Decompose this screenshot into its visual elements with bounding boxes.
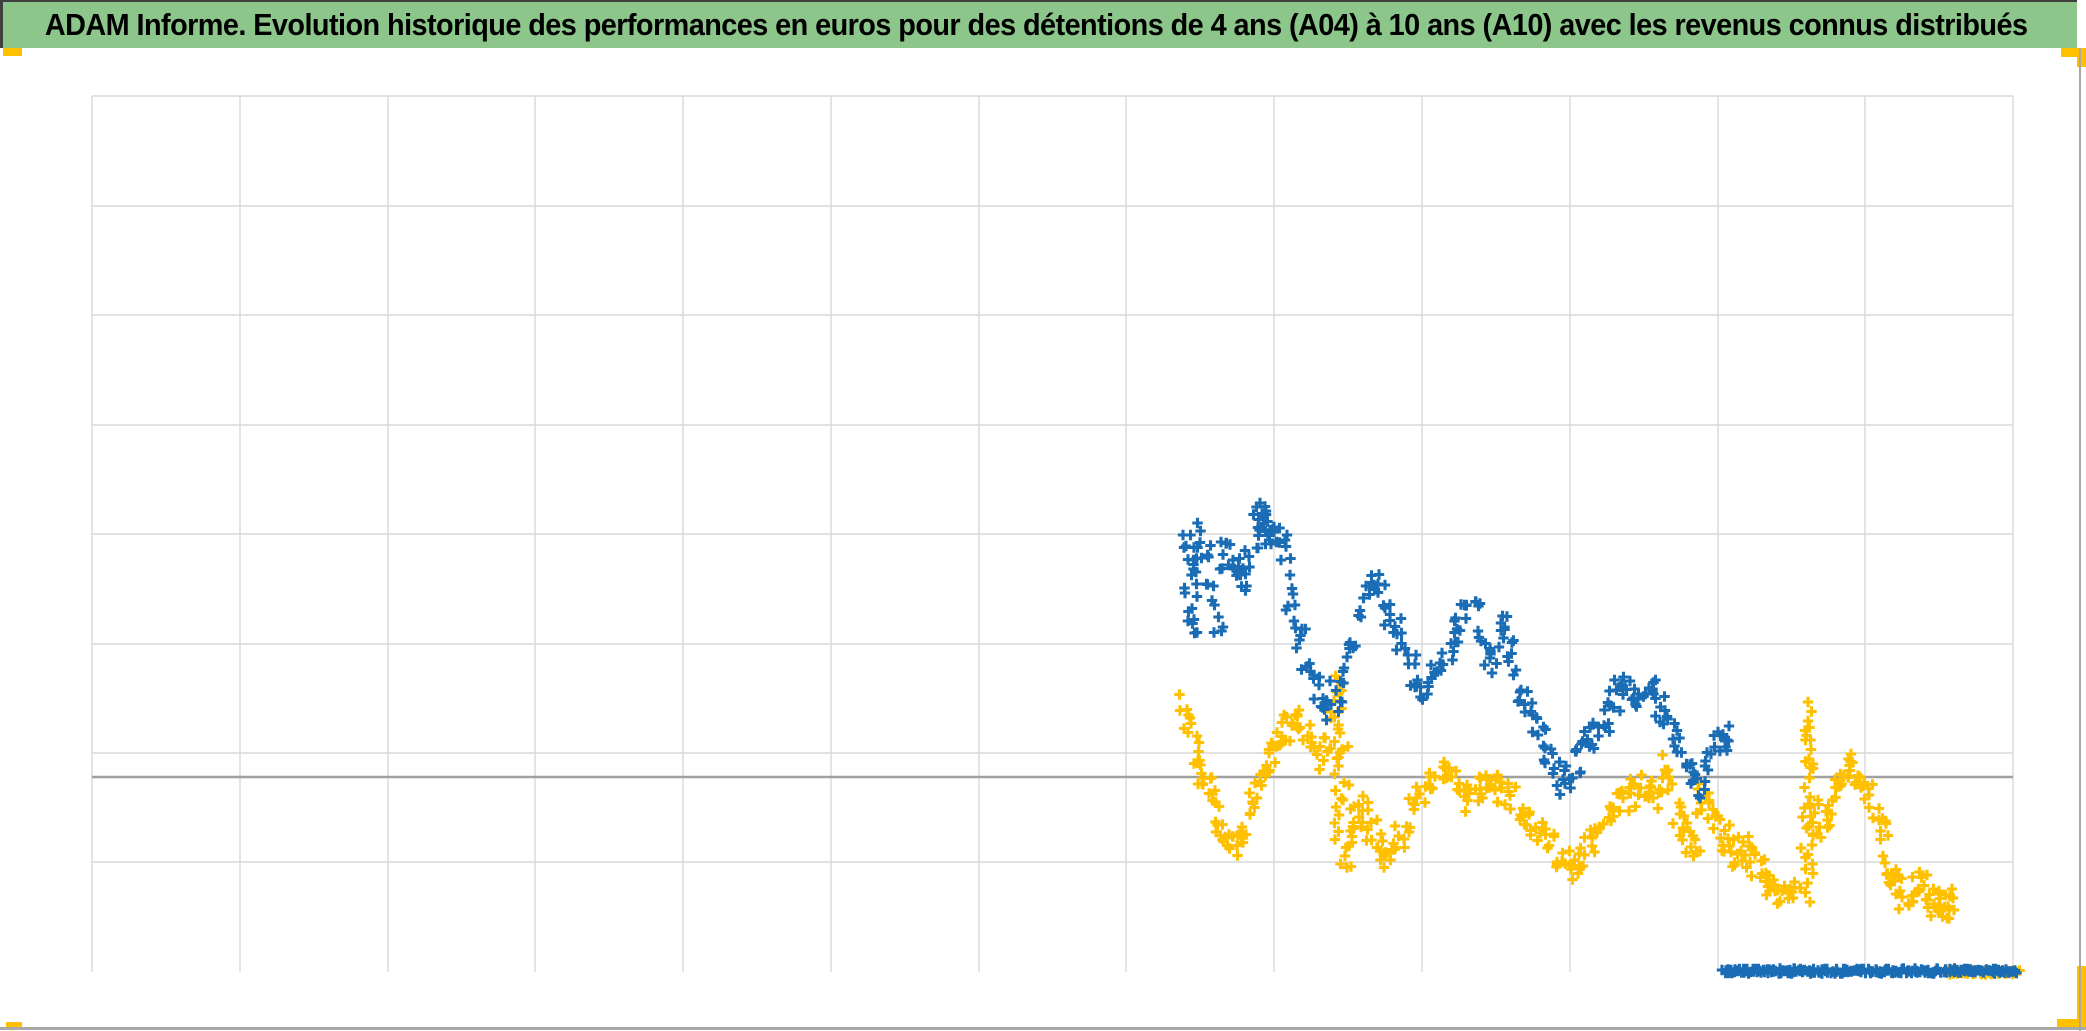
corner-mark-bottom-left [6,1022,22,1029]
scatter-series-blue [1177,497,2022,979]
page-title: ADAM Informe. Evolution historique des p… [44,7,2028,42]
window-border-bottom [0,1027,2086,1030]
corner-mark-top-right-bar [2061,48,2086,57]
corner-mark-bottom-right-stem [2077,966,2086,1024]
title-bar: ADAM Informe. Evolution historique des p… [0,0,2077,48]
corner-mark-top-left [3,48,22,56]
scatter-series-gold [1174,670,2025,980]
corner-mark-bottom-right-bar [2057,1019,2086,1028]
chart-area[interactable] [0,48,2086,1031]
chart-canvas [91,95,2025,980]
window-border-right [2079,48,2081,1031]
corner-mark-top-right-stem [2077,48,2086,67]
